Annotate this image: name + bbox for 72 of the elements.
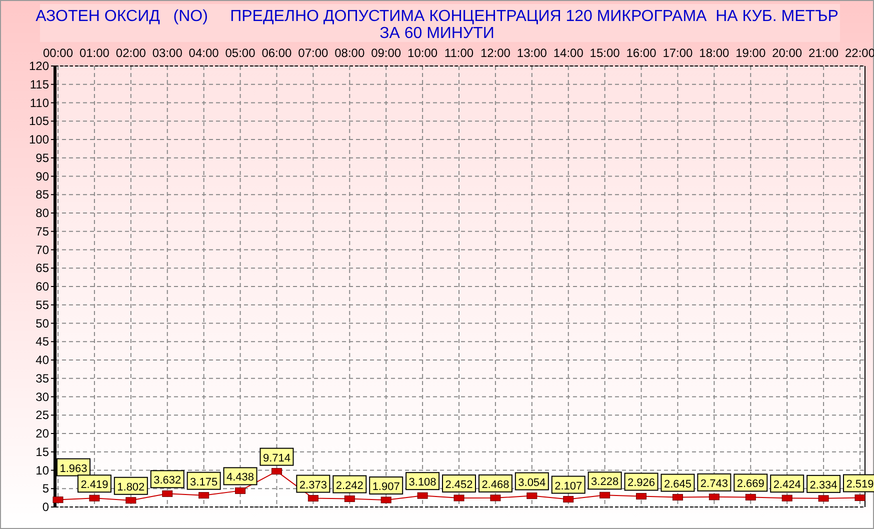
y-tick-label: 15 bbox=[36, 444, 50, 459]
data-label: 2.419 bbox=[80, 479, 108, 492]
x-tick-label: 02:00 bbox=[116, 46, 146, 60]
y-tick-label: 45 bbox=[36, 334, 50, 349]
x-tick-label: 17:00 bbox=[662, 46, 694, 60]
data-label: 2.468 bbox=[482, 478, 510, 491]
x-tick-label: 21:00 bbox=[808, 46, 839, 60]
y-tick-label: 100 bbox=[28, 132, 50, 146]
y-tick-label: 55 bbox=[36, 298, 50, 312]
data-label: 3.175 bbox=[190, 476, 218, 488]
y-tick-label: 50 bbox=[36, 316, 50, 330]
data-label: 4.438 bbox=[226, 472, 254, 484]
chart-subtitle: ЗА 60 МИНУТИ bbox=[380, 25, 494, 42]
data-label: 3.632 bbox=[154, 474, 182, 487]
x-tick-label: 19:00 bbox=[736, 46, 766, 60]
data-label: 2.743 bbox=[700, 478, 728, 490]
x-tick-label: 13:00 bbox=[516, 46, 548, 60]
data-label: 2.452 bbox=[445, 478, 473, 491]
x-tick-label: 09:00 bbox=[371, 46, 402, 60]
data-label: 2.334 bbox=[810, 479, 838, 492]
x-tick-label: 16:00 bbox=[626, 46, 657, 60]
y-tick-label: 70 bbox=[36, 242, 50, 257]
data-label: 1.802 bbox=[117, 481, 145, 494]
y-tick-label: 65 bbox=[36, 261, 50, 276]
y-tick-label: 115 bbox=[30, 77, 50, 92]
y-tick-label: 5 bbox=[42, 482, 50, 496]
x-tick-label: 05:00 bbox=[225, 46, 256, 60]
y-tick-label: 25 bbox=[36, 408, 50, 422]
y-tick-label: 85 bbox=[36, 188, 50, 202]
data-label: 2.669 bbox=[736, 478, 764, 490]
data-label: 9.714 bbox=[262, 452, 290, 464]
x-tick-label: 20:00 bbox=[772, 46, 802, 60]
y-tick-label: 110 bbox=[30, 96, 50, 110]
data-label: 2.107 bbox=[554, 480, 582, 492]
x-tick-label: 10:00 bbox=[408, 46, 438, 60]
x-tick-label: 18:00 bbox=[699, 46, 730, 60]
data-label: 2.926 bbox=[628, 477, 656, 490]
x-tick-label: 14:00 bbox=[553, 46, 584, 60]
y-tick-label: 60 bbox=[36, 280, 50, 294]
data-label: 2.373 bbox=[299, 479, 327, 492]
x-tick-label: 11:00 bbox=[444, 46, 474, 60]
y-tick-label: 35 bbox=[36, 371, 50, 386]
data-label: 3.228 bbox=[591, 476, 619, 488]
data-label: 2.645 bbox=[664, 478, 692, 490]
y-tick-label: 10 bbox=[36, 463, 50, 478]
x-tick-label: 07:00 bbox=[298, 46, 329, 60]
data-label: 2.519 bbox=[846, 478, 874, 491]
x-tick-label: 03:00 bbox=[152, 46, 183, 60]
y-tick-label: 40 bbox=[36, 353, 50, 367]
x-tick-label: 06:00 bbox=[262, 46, 292, 60]
y-tick-label: 80 bbox=[36, 206, 50, 220]
data-label: 3.054 bbox=[518, 476, 546, 489]
y-tick-label: 120 bbox=[28, 59, 50, 73]
y-tick-label: 95 bbox=[36, 150, 50, 165]
y-tick-label: 105 bbox=[28, 114, 50, 128]
y-tick-label: 0 bbox=[42, 500, 50, 514]
x-tick-label: 04:00 bbox=[188, 46, 220, 60]
x-tick-label: 12:00 bbox=[480, 46, 511, 60]
x-tick-label: 15:00 bbox=[590, 46, 620, 60]
x-tick-label: 01:00 bbox=[79, 46, 110, 60]
data-label: 2.424 bbox=[773, 479, 801, 492]
y-tick-label: 30 bbox=[36, 390, 50, 404]
data-label: 1.963 bbox=[60, 462, 88, 475]
data-label: 3.108 bbox=[408, 476, 436, 489]
data-label: 1.907 bbox=[372, 480, 400, 493]
chart-title: АЗОТЕН ОКСИД (NO) ПРЕДЕЛНО ДОПУСТИМА КОНЦЕНТРАЦИЯ 120 МИКРОГРАМА НА КУБ. МЕТЪР bbox=[36, 8, 838, 25]
y-tick-label: 90 bbox=[36, 169, 50, 184]
x-tick-label: 08:00 bbox=[334, 46, 365, 60]
data-label: 2.242 bbox=[336, 480, 364, 492]
x-tick-label: 00:00 bbox=[42, 46, 74, 60]
y-tick-label: 20 bbox=[36, 426, 50, 440]
y-tick-label: 75 bbox=[36, 224, 50, 238]
